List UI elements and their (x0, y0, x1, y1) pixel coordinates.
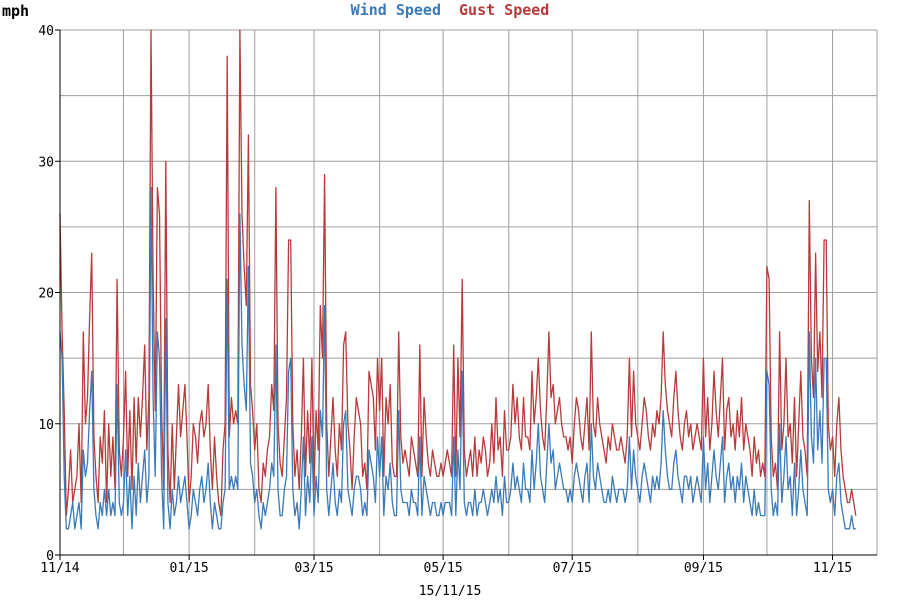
y-tick-label: 40 (38, 24, 54, 39)
series-line-gust-speed (59, 29, 857, 517)
x-tick-label: 01/15 (170, 561, 209, 576)
y-axis-label: mph (2, 2, 29, 20)
x-tick-label: 11/15 (813, 561, 852, 576)
x-axis-label: 15/11/15 (419, 584, 482, 599)
series-line-wind-speed (59, 186, 856, 530)
x-tick-label: 07/15 (553, 561, 592, 576)
x-tick-labels: 11/14 01/15 03/15 05/15 07/15 09/15 11/15 (40, 561, 852, 576)
x-tick-label: 11/14 (40, 561, 79, 576)
x-tick-label: 09/15 (684, 561, 723, 576)
chart-title: Wind Speed Gust Speed (351, 1, 550, 19)
y-tick-label: 20 (38, 287, 54, 302)
series-lines (59, 29, 857, 530)
title-wind-speed: Wind Speed (351, 1, 441, 19)
y-tick-label: 0 (46, 549, 54, 564)
title-gust-speed: Gust Speed (459, 1, 549, 19)
axes (55, 29, 877, 560)
y-tick-label: 10 (38, 418, 54, 433)
y-tick-labels: 0 10 20 30 40 (38, 24, 54, 564)
y-tick-label: 30 (38, 155, 54, 170)
x-tick-label: 03/15 (294, 561, 333, 576)
x-tick-label: 05/15 (424, 561, 463, 576)
